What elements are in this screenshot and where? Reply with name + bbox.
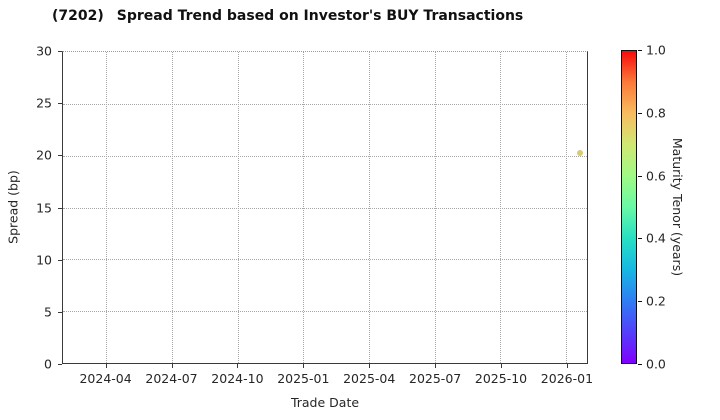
y-tick-mark: [58, 103, 62, 105]
y-gridline: [63, 311, 587, 313]
x-gridline: [172, 52, 174, 363]
y-tick-label: 30: [36, 43, 52, 59]
x-tick-label: 2024-07: [145, 371, 198, 386]
x-tick-mark: [105, 364, 107, 368]
colorbar-tick-mark: [638, 112, 642, 114]
x-gridline: [566, 52, 567, 363]
colorbar-tick-label: 0.6: [646, 168, 666, 184]
colorbar-tick-label: 1.0: [646, 42, 666, 58]
colorbar-gradient: [621, 50, 637, 364]
x-tick-mark: [237, 364, 239, 368]
data-point: [576, 149, 583, 156]
y-tick-mark: [58, 259, 62, 261]
x-tick-label: 2025-04: [343, 371, 396, 386]
x-gridline: [500, 52, 502, 363]
x-axis: Trade Date 2024-04 2024-07 2024-10 2025-01 2…: [62, 364, 593, 416]
y-tick-label: 0: [44, 356, 52, 372]
colorbar-tick-label: 0.0: [646, 356, 666, 372]
y-gridline: [63, 207, 587, 209]
y-tick-label: 10: [36, 252, 52, 268]
colorbar-tick-mark: [638, 364, 642, 365]
plot-area: [62, 51, 588, 364]
chart-title-ticker: (7202): [52, 8, 104, 24]
x-axis-title: Trade Date: [290, 395, 360, 410]
colorbar-tick-mark: [638, 238, 642, 240]
y-tick-label: 15: [36, 200, 52, 215]
x-gridline: [434, 52, 436, 363]
x-gridline: [303, 52, 305, 363]
chart-title-text: Spread Trend based on Investor's BUY Tra…: [116, 8, 524, 24]
y-tick-mark: [58, 155, 62, 157]
x-tick-mark: [501, 364, 503, 368]
x-tick-label: 2026-01: [540, 371, 594, 386]
y-axis: 0 5 10 15 20 25 30: [14, 44, 62, 372]
x-tick-mark: [171, 364, 173, 368]
x-tick-label: 2025-01: [277, 371, 330, 386]
chart-title: (7202) Spread Trend based on Investor's …: [52, 8, 523, 24]
colorbar-tick-mark: [638, 50, 642, 51]
y-tick-mark: [58, 364, 62, 365]
x-gridline: [106, 52, 108, 363]
x-tick-mark: [369, 364, 371, 368]
y-tick-label: 20: [36, 147, 52, 163]
x-tick-mark: [303, 364, 305, 368]
colorbar-tick-label: 0.2: [646, 293, 666, 309]
x-tick-label: 2024-10: [211, 371, 264, 386]
colorbar-tick-label: 0.8: [646, 105, 666, 121]
x-gridline: [369, 52, 371, 363]
colorbar-tick-mark: [638, 301, 642, 303]
colorbar-tick-label: 0.4: [646, 230, 666, 246]
y-tick-label: 25: [36, 95, 52, 111]
y-tick-mark: [58, 311, 62, 313]
x-gridline: [237, 52, 239, 363]
x-tick-label: 2024-04: [79, 371, 132, 386]
x-tick-label: 2025-07: [408, 371, 462, 386]
x-tick-label: 2025-10: [474, 371, 528, 386]
y-tick-mark: [58, 207, 62, 209]
y-gridline: [63, 155, 587, 157]
x-tick-mark: [566, 364, 568, 368]
colorbar: 0.0 0.2 0.4 0.6 0.8 1.0: [621, 43, 666, 372]
y-tick-label: 5: [44, 304, 52, 320]
y-tick-mark: [58, 51, 62, 52]
colorbar-title: Maturity Tenor (years): [670, 137, 685, 277]
y-gridline: [63, 103, 587, 105]
x-tick-mark: [435, 364, 437, 368]
colorbar-tick-mark: [638, 175, 642, 177]
y-gridline: [63, 259, 587, 261]
